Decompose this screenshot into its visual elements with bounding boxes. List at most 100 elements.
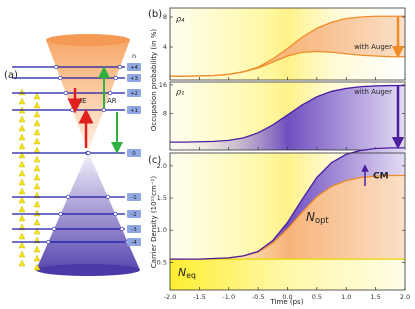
level-box xyxy=(127,225,141,233)
series-line xyxy=(170,147,405,260)
excitation-marker xyxy=(18,124,26,132)
diagram: +4 +3 +2 +1 0 -1 -2 -3 -4 xyxy=(12,63,141,271)
annotation: CM xyxy=(373,172,389,182)
level-dot xyxy=(108,90,113,96)
excitation-marker xyxy=(18,187,26,195)
level-box xyxy=(127,238,141,246)
level-dot xyxy=(58,211,63,217)
excitation-marker xyxy=(33,110,41,118)
x-tick-label: 1.5 xyxy=(370,293,380,301)
plots: 4 8 8 16 Neq 0.5 1.0 1.5 2.0 -2.0 -1.5 -1.0 -0.5 0.0 0… xyxy=(150,7,410,306)
excitation-marker xyxy=(33,128,41,136)
x-tick-label: 0.5 xyxy=(312,293,322,301)
excitation-marker xyxy=(33,146,41,154)
excitation-marker xyxy=(33,137,41,145)
y-axis-title: Carrier Density (10¹¹cm⁻²) xyxy=(150,176,158,268)
hline-label: Neq xyxy=(178,266,196,280)
excitation-marker xyxy=(18,205,26,213)
y-tick-label: 4 xyxy=(163,43,167,51)
level-label: -3 xyxy=(131,227,137,233)
excitation-marker xyxy=(18,97,26,105)
excitation-marker xyxy=(33,164,41,172)
panel-label: (a) xyxy=(4,70,18,81)
excitation-marker xyxy=(33,218,41,226)
excitation-marker xyxy=(18,115,26,123)
level-dot xyxy=(117,64,122,70)
excitation-marker xyxy=(18,169,26,177)
cone-bottom xyxy=(36,264,140,276)
x-tick-label: 1.0 xyxy=(341,293,351,301)
ar-label: AR xyxy=(107,97,117,105)
panel-label: (b) xyxy=(148,9,162,20)
excitation-marker xyxy=(33,200,41,208)
y-tick-label: 2.0 xyxy=(157,162,167,170)
lower-cone xyxy=(36,152,140,270)
ie-label: IE xyxy=(80,97,87,105)
area-shade xyxy=(170,259,405,290)
area-shade xyxy=(170,16,405,77)
x-tick-label: -1.5 xyxy=(193,293,206,301)
excitation-marker xyxy=(33,155,41,163)
excitation-marker xyxy=(18,232,26,240)
x-tick-label: 2.0 xyxy=(400,293,410,301)
y-tick-label: 1.5 xyxy=(157,194,167,202)
panel-label: (c) xyxy=(148,155,161,166)
series-label: ρ₁ xyxy=(176,88,184,97)
level-label: -1 xyxy=(131,195,136,201)
level-dot xyxy=(58,75,63,81)
level-box xyxy=(127,106,141,114)
x-tick-label: 0.0 xyxy=(282,293,292,301)
excitation-marker xyxy=(33,119,41,127)
excitation-marker xyxy=(33,92,41,100)
level-box xyxy=(127,63,141,71)
series-line xyxy=(170,50,405,77)
level-box xyxy=(127,193,141,201)
excitation-marker xyxy=(18,250,26,258)
excitation-marker xyxy=(33,173,41,181)
level-label: +4 xyxy=(130,65,139,71)
excitation-marker xyxy=(18,142,26,150)
excitation-marker xyxy=(18,151,26,159)
excitation-marker xyxy=(18,160,26,168)
x-tick-label: -2.0 xyxy=(164,293,177,301)
level-dot xyxy=(113,211,118,217)
level-label: +1 xyxy=(130,108,138,114)
level-dot xyxy=(66,194,71,200)
excitation-marker xyxy=(18,178,26,186)
x-axis-title: Time (ps) xyxy=(270,298,304,306)
series-label: ρ₄ xyxy=(176,15,185,24)
level-label: +3 xyxy=(130,76,139,82)
excitation-marker xyxy=(18,196,26,204)
level-dot xyxy=(70,107,75,113)
area-shade xyxy=(170,175,405,260)
level-box xyxy=(127,210,141,218)
level-label: +2 xyxy=(130,91,138,97)
excitation-marker xyxy=(33,227,41,235)
level-dot xyxy=(51,226,57,232)
excitation-marker xyxy=(33,254,41,262)
annotation: with Auger xyxy=(354,88,392,96)
area-shade xyxy=(170,85,405,150)
level-box xyxy=(127,149,141,157)
level-label: -4 xyxy=(131,240,137,246)
excitation-marker xyxy=(33,182,41,190)
level-dot xyxy=(63,90,68,96)
level-dot xyxy=(105,194,110,200)
x-tick-label: -0.5 xyxy=(252,293,265,301)
level-box xyxy=(127,74,141,82)
excitation-marker xyxy=(18,133,26,141)
level-dot xyxy=(46,239,51,245)
cone-top xyxy=(46,34,130,46)
excitation-marker xyxy=(33,209,41,217)
level-dot xyxy=(113,75,118,81)
excitation-marker xyxy=(18,241,26,249)
level-dot xyxy=(119,226,125,232)
excitation-marker xyxy=(18,88,26,96)
y-tick-label: 8 xyxy=(163,109,167,117)
level-dot xyxy=(101,107,106,113)
level-dot xyxy=(86,150,91,156)
excitation-marker xyxy=(33,245,41,253)
level-label: -2 xyxy=(131,212,136,218)
